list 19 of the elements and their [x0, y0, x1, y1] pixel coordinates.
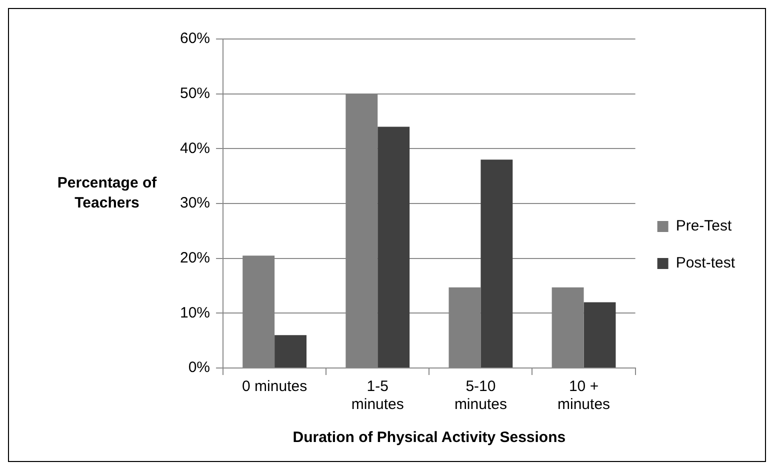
y-tick-label: 20%: [180, 249, 210, 266]
x-tick-label: 0 minutes: [242, 378, 308, 396]
y-tick-label: 30%: [180, 194, 210, 212]
x-tick-label: 1-5 minutes: [351, 378, 404, 414]
y-tick-label: 10%: [180, 304, 210, 322]
bar: [274, 335, 307, 368]
x-tick-label: 5-10 minutes: [454, 378, 507, 414]
y-tick-label: 40%: [180, 140, 210, 157]
legend-label: Pre-Test: [676, 218, 732, 235]
bar: [378, 126, 410, 368]
x-tick-label: 10 + minutes: [558, 378, 610, 414]
legend-label: Post-test: [676, 254, 736, 272]
y-tick-label: 0%: [188, 359, 210, 376]
bar: [480, 160, 513, 368]
y-axis-title: Percentage of Teachers: [57, 174, 158, 212]
y-tick-label: 60%: [180, 30, 210, 48]
x-axis-title: Duration of Physical Activity Sessions: [292, 429, 566, 446]
bar: [584, 302, 616, 368]
y-tick-label: 50%: [180, 84, 210, 102]
